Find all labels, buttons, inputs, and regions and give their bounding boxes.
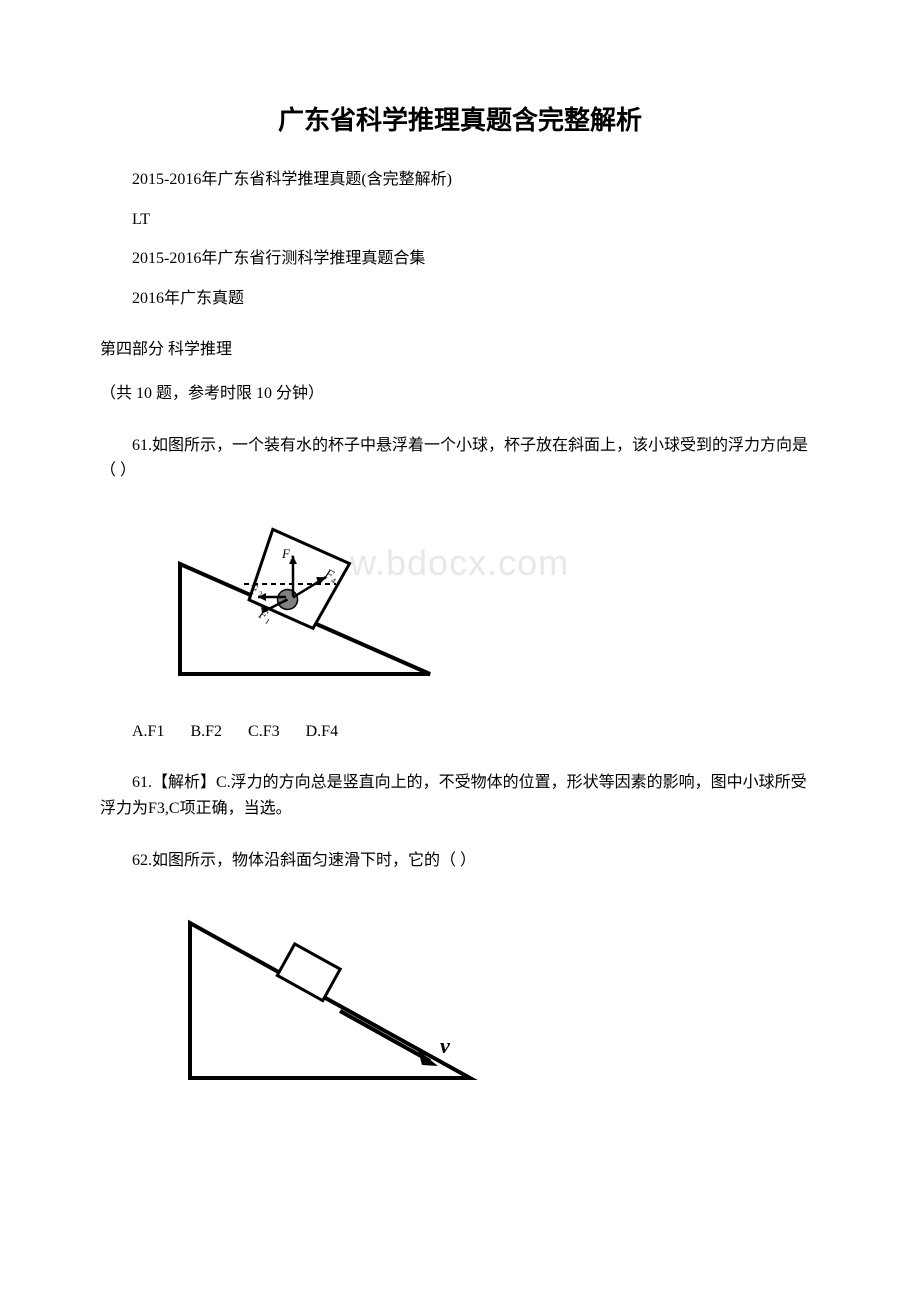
question-62-text: 62.如图所示，物体沿斜面匀速滑下时，它的（ ） bbox=[100, 848, 820, 874]
sliding-block bbox=[277, 944, 340, 1001]
incline-block-diagram: v bbox=[170, 893, 490, 1093]
section-heading: 第四部分 科学推理 bbox=[100, 337, 820, 363]
subtitle-line-4: 2016年广东真题 bbox=[100, 286, 820, 312]
subtitle-line-3: 2015-2016年广东省行测科学推理真题合集 bbox=[100, 246, 820, 272]
option-d: D.F4 bbox=[306, 723, 338, 740]
option-c: C.F3 bbox=[248, 723, 280, 740]
question-61-text: 61.如图所示，一个装有水的杯子中悬浮着一个小球，杯子放在斜面上，该小球受到的浮… bbox=[100, 433, 820, 484]
subtitle-line-1: 2015-2016年广东省科学推理真题(含完整解析) bbox=[100, 167, 820, 193]
question-62-diagram: v bbox=[170, 893, 820, 1098]
question-61-explanation: 61.【解析】C.浮力的方向总是竖直向上的，不受物体的位置，形状等因素的影响，图… bbox=[100, 770, 820, 821]
incline-triangle-2 bbox=[190, 923, 470, 1078]
velocity-label: v bbox=[440, 1033, 450, 1058]
question-61-options: A.F1 B.F2 C.F3 D.F4 bbox=[100, 719, 820, 745]
section-subtitle: （共 10 题，参考时限 10 分钟） bbox=[100, 381, 820, 407]
incline-cup-diagram: F₁ F₂ F₃ F₄ bbox=[170, 504, 450, 684]
option-a: A.F1 bbox=[132, 723, 164, 740]
option-b: B.F2 bbox=[190, 723, 222, 740]
question-61-diagram: w.bdocx.com bbox=[170, 504, 820, 689]
label-f3: F₃ bbox=[281, 546, 294, 561]
label-f2: F₂ bbox=[249, 582, 263, 597]
document-title: 广东省科学推理真题含完整解析 bbox=[100, 100, 820, 137]
subtitle-line-2: LT bbox=[100, 207, 820, 233]
velocity-arrow bbox=[340, 1011, 438, 1066]
